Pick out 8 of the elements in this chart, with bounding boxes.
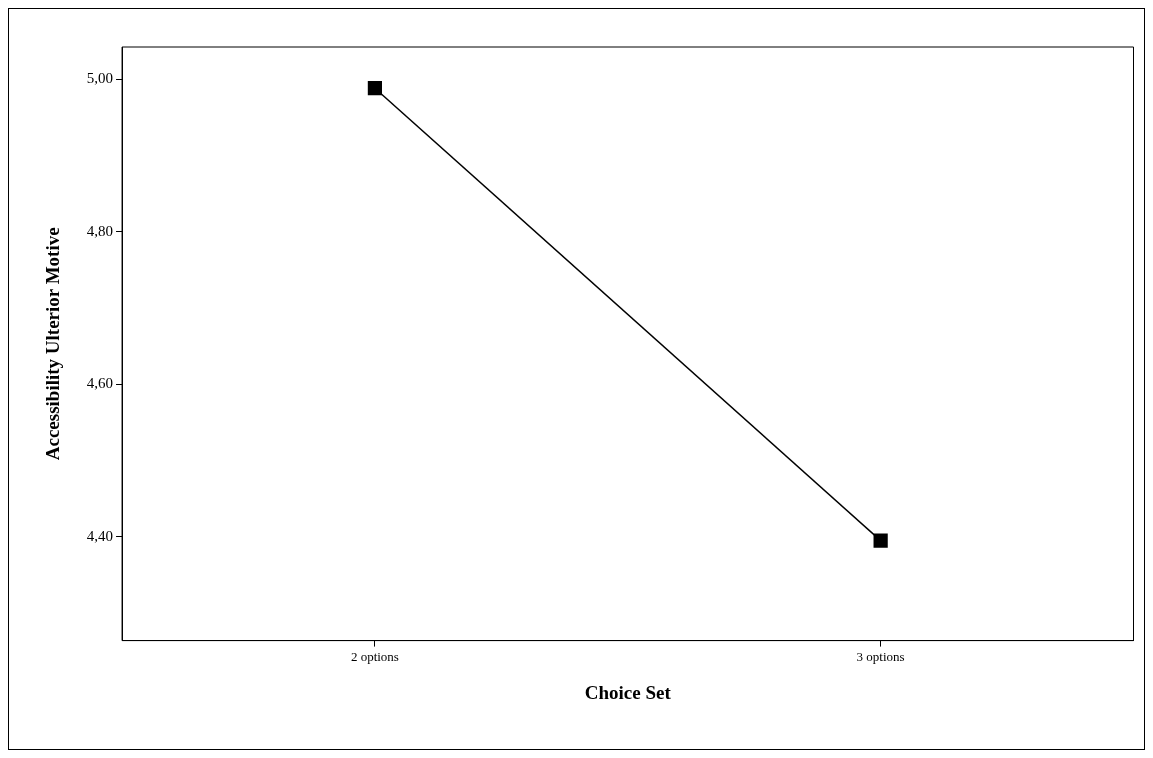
y-tick-label: 4,60 [86,375,114,392]
y-tick-label: 4,80 [86,222,114,239]
y-tick-label: 4,40 [86,527,114,544]
y-axis-title: Accessibility Ulterior Motive [42,227,64,461]
y-tick-label: 5,00 [86,69,114,86]
x-tick-label: 3 options [856,648,905,664]
x-tick-label: 2 options [350,648,399,664]
x-axis-title: Choice Set [584,681,672,703]
